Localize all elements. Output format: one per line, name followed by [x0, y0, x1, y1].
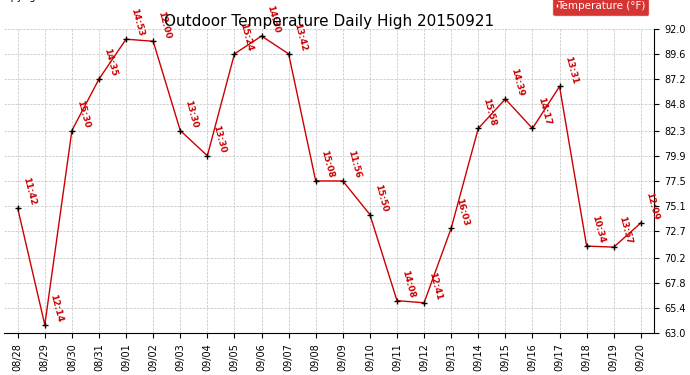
Text: 13:31: 13:31	[563, 55, 579, 85]
Text: 14:30: 14:30	[265, 4, 281, 34]
Text: 15:30: 15:30	[75, 99, 91, 129]
Text: 16:03: 16:03	[455, 197, 471, 226]
Text: 12:41: 12:41	[427, 271, 444, 301]
Text: 11:42: 11:42	[21, 177, 37, 207]
Text: 12:00: 12:00	[157, 10, 172, 40]
Text: 15:08: 15:08	[319, 150, 335, 179]
Text: 11:56: 11:56	[346, 149, 362, 179]
Text: 14:08: 14:08	[400, 269, 416, 299]
Text: Copyright 2015 Cartronics.com: Copyright 2015 Cartronics.com	[0, 0, 150, 2]
Text: 14:35: 14:35	[102, 47, 119, 78]
Text: 13:42: 13:42	[292, 22, 308, 52]
Text: 15:50: 15:50	[373, 183, 389, 213]
Text: 13:30: 13:30	[184, 99, 199, 129]
Text: 13:30: 13:30	[210, 124, 227, 154]
Text: 10:34: 10:34	[590, 214, 606, 244]
Text: 14:39: 14:39	[509, 67, 525, 98]
Legend: Temperature (°F): Temperature (°F)	[553, 0, 649, 16]
Text: 14:53: 14:53	[129, 8, 146, 38]
Text: 14:17: 14:17	[535, 97, 552, 127]
Text: 15:58: 15:58	[482, 97, 497, 127]
Text: 13:57: 13:57	[617, 216, 633, 246]
Text: 15:24: 15:24	[237, 22, 254, 52]
Text: 12:09: 12:09	[644, 191, 660, 221]
Title: Outdoor Temperature Daily High 20150921: Outdoor Temperature Daily High 20150921	[164, 13, 494, 28]
Text: 12:14: 12:14	[48, 293, 64, 323]
